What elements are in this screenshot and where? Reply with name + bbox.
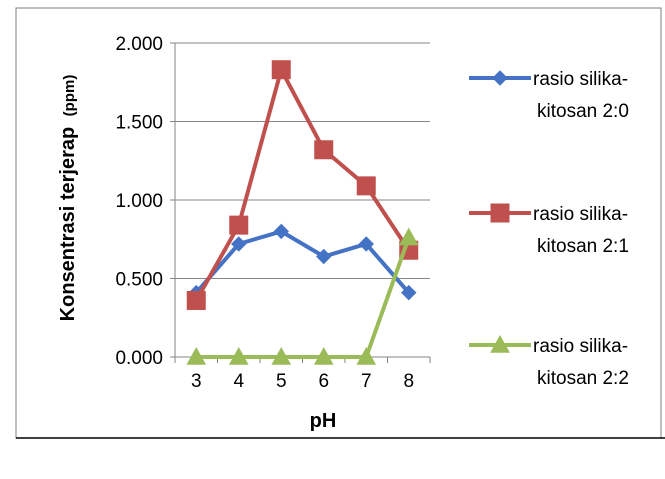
grid-lines: [175, 42, 430, 279]
legend-marker: [492, 70, 508, 86]
legend-label-line2: kitosan 2:2: [537, 368, 629, 389]
legend-label-line2: kitosan 2:1: [537, 236, 629, 257]
y-axis-title-main: Konsentrasi terjerap: [57, 127, 79, 322]
series-line: [194, 67, 411, 302]
data-point: [401, 284, 417, 301]
x-tick-label: 3: [191, 371, 202, 392]
x-axis-title: pH: [310, 410, 337, 432]
y-tick-labels: 0.000 0.500 1.000 1.500 2.000: [115, 34, 163, 369]
data-point: [228, 346, 249, 365]
data-point: [358, 236, 374, 252]
legend-item-2: rasio silika-kitosan 2:1: [469, 203, 629, 257]
x-tick-labels: 3 4 5 6 7 8: [191, 371, 414, 392]
x-tick-label: 4: [233, 371, 244, 392]
data-point: [273, 223, 289, 240]
data-point: [229, 215, 249, 235]
legend-marker: [490, 203, 510, 223]
y-tick-label: 1.500: [115, 113, 163, 134]
y-tick-label: 1.000: [115, 191, 163, 212]
y-tick-label: 2.000: [115, 34, 163, 55]
legend-marker: [490, 334, 510, 353]
series-line: [194, 229, 411, 294]
chart-border: [15, 7, 662, 439]
legend-item-1: rasio silika-kitosan 2:0: [469, 69, 629, 122]
data-point: [313, 346, 334, 365]
y-tick-label: 0.000: [115, 348, 163, 369]
legend-label-line1: rasio silika-: [533, 336, 628, 357]
legend-item-3: rasio silika-kitosan 2:2: [469, 334, 629, 389]
data-point: [314, 140, 334, 160]
data-point: [186, 346, 207, 365]
data-point: [271, 60, 291, 80]
series-line: [196, 237, 411, 359]
x-tick-label: 8: [403, 371, 414, 392]
y-axis-title-unit: (ppm): [61, 75, 78, 117]
x-tick-label: 7: [361, 371, 372, 392]
data-point: [271, 346, 292, 365]
legend-label-line2: kitosan 2:0: [537, 101, 629, 122]
y-tick-label: 0.500: [115, 270, 163, 291]
x-tick-label: 6: [318, 371, 329, 392]
data-point: [398, 227, 419, 246]
series-2: [186, 60, 419, 310]
data-point: [356, 346, 377, 365]
series: [186, 60, 419, 365]
legend-label-line1: rasio silika-: [533, 69, 628, 90]
x-tick-label: 5: [276, 371, 287, 392]
data-point: [316, 248, 332, 265]
y-axis-title: Konsentrasi terjerap (ppm): [57, 75, 79, 322]
legend-label-line1: rasio silika-: [533, 204, 628, 225]
series-1: [188, 223, 417, 301]
data-point: [231, 236, 247, 252]
data-point: [356, 176, 376, 196]
series-3: [186, 227, 419, 365]
data-point: [186, 290, 206, 310]
